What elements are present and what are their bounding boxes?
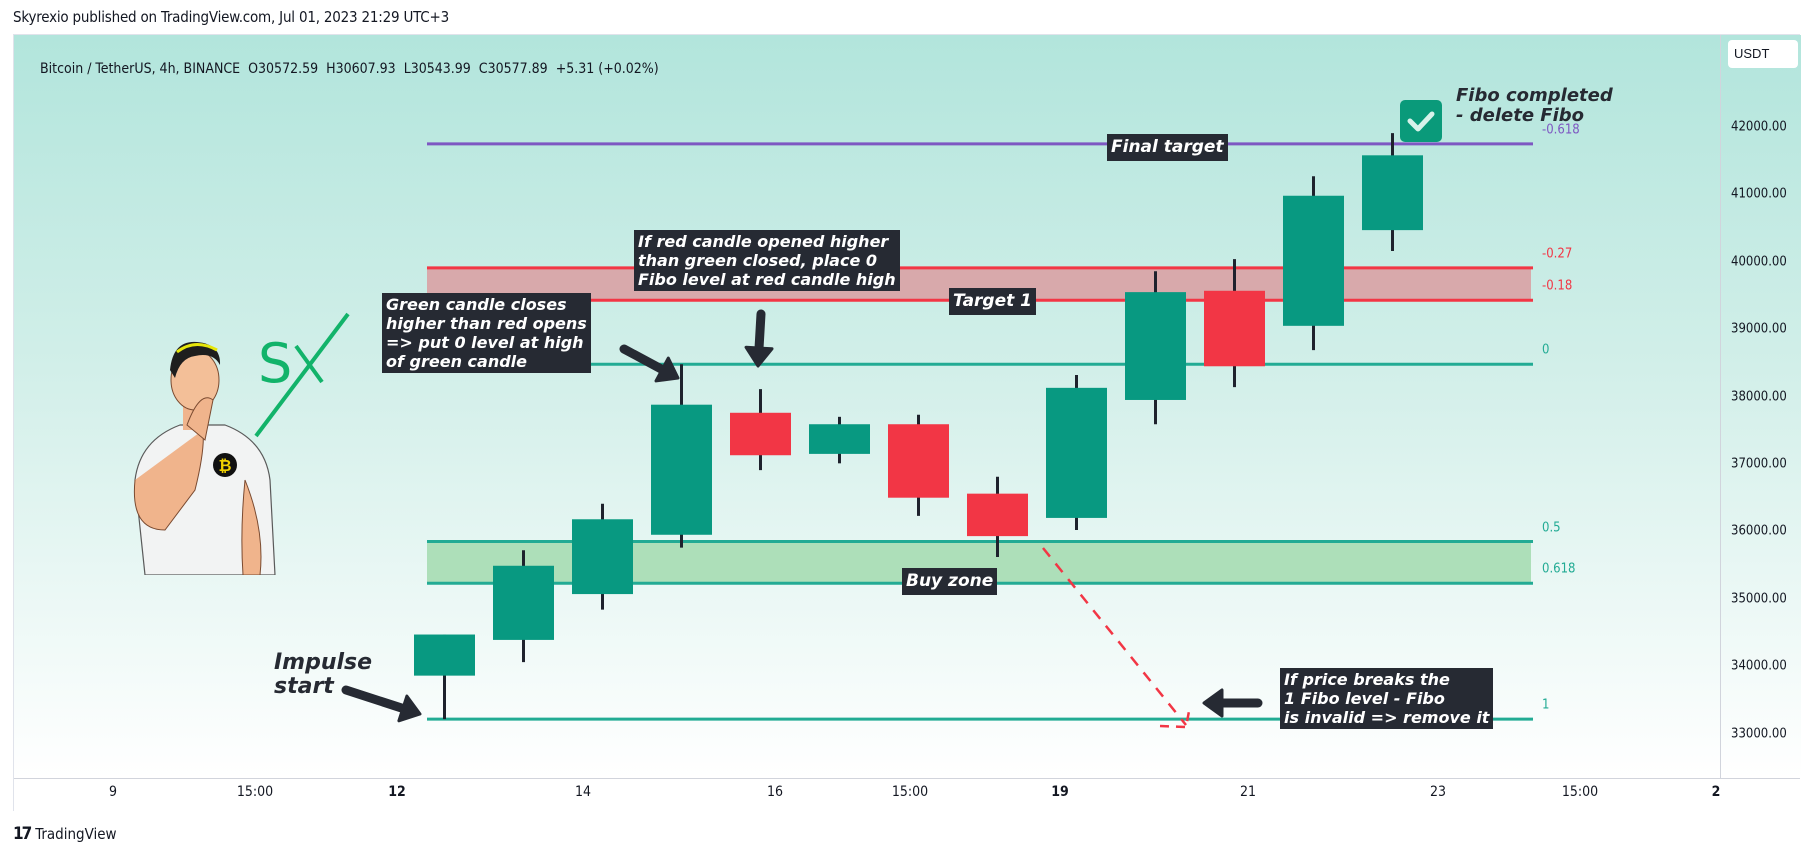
fib-label: -0.18 <box>1542 278 1573 294</box>
label-final-target[interactable]: Final target <box>1107 134 1228 161</box>
legend-change: +5.31 (+0.02%) <box>555 61 659 77</box>
chart-frame[interactable]: Bitcoin / TetherUS, 4h, BINANCE O30572.59… <box>13 34 1801 812</box>
publisher-line: Skyrexio published on TradingView.com, J… <box>13 8 450 26</box>
time-axis-label: 23 <box>1429 784 1447 800</box>
legend-symbol[interactable]: Bitcoin / TetherUS, 4h, BINANCE <box>40 61 241 77</box>
fib-label: 1 <box>1542 697 1550 713</box>
svg-text:₿: ₿ <box>218 456 231 475</box>
symbol-legend: Bitcoin / TetherUS, 4h, BINANCE O30572.59… <box>24 45 667 93</box>
price-axis-label: 34000.00 <box>1731 658 1787 674</box>
time-axis-label: 12 <box>388 784 406 800</box>
label-target-1[interactable]: Target 1 <box>949 288 1037 315</box>
price-axis-label: 37000.00 <box>1731 456 1787 472</box>
price-axis-label: 42000.00 <box>1731 119 1787 135</box>
legend-open: O30572.59 <box>248 61 319 77</box>
label-impulse-start[interactable]: Impulse start <box>274 650 373 699</box>
sx-logo: S <box>254 312 350 438</box>
note-green-candle[interactable]: Green candle closes higher than red open… <box>382 293 591 373</box>
price-axis-label: 38000.00 <box>1731 389 1787 405</box>
legend-high: H30607.93 <box>326 61 396 77</box>
price-axis-label: 33000.00 <box>1731 726 1787 742</box>
tradingview-logo[interactable]: 17 TradingView <box>13 824 117 844</box>
note-red-candle[interactable]: If red candle opened higher than green c… <box>634 230 900 291</box>
price-axis-label: 41000.00 <box>1731 186 1787 202</box>
fib-label: 0.618 <box>1542 561 1576 577</box>
time-axis-label: 15:00 <box>1561 784 1599 800</box>
checkmark-icon <box>1400 100 1442 142</box>
time-axis-label: 21 <box>1239 784 1257 800</box>
note-fibo-completed[interactable]: Fibo completed - delete Fibo <box>1456 85 1613 126</box>
time-axis-label: 2 <box>1711 784 1721 800</box>
svg-text:S: S <box>258 332 292 395</box>
time-axis-label: 9 <box>108 784 118 800</box>
fib-label: 0.5 <box>1542 520 1561 535</box>
tradingview-mark-icon: 17 <box>13 824 32 844</box>
time-axis-label: 15:00 <box>236 784 274 800</box>
time-axis-label: 16 <box>766 784 784 800</box>
fib-label: -0.618 <box>1542 122 1580 138</box>
chart-plot-area[interactable] <box>14 35 1720 778</box>
price-axis-label: 39000.00 <box>1731 321 1787 337</box>
price-axis-label: 36000.00 <box>1731 523 1787 539</box>
avatar-illustration: ₿ <box>133 341 276 575</box>
time-axis[interactable] <box>14 778 1800 812</box>
currency-selector[interactable]: USDT <box>1728 40 1798 68</box>
price-axis-label: 35000.00 <box>1731 591 1787 607</box>
time-axis-label: 15:00 <box>891 784 929 800</box>
legend-close: C30577.89 <box>478 61 548 77</box>
price-axis[interactable] <box>1720 35 1801 778</box>
tradingview-brand: TradingView <box>35 825 117 843</box>
note-invalid-fibo[interactable]: If price breaks the 1 Fibo level - Fibo … <box>1280 668 1494 729</box>
price-axis-label: 40000.00 <box>1731 254 1787 270</box>
time-axis-label: 14 <box>574 784 592 800</box>
fib-label: -0.27 <box>1542 246 1573 262</box>
label-buy-zone[interactable]: Buy zone <box>902 568 998 595</box>
fib-label: 0 <box>1542 342 1550 358</box>
legend-low: L30543.99 <box>403 61 471 77</box>
time-axis-label: 19 <box>1051 784 1069 800</box>
